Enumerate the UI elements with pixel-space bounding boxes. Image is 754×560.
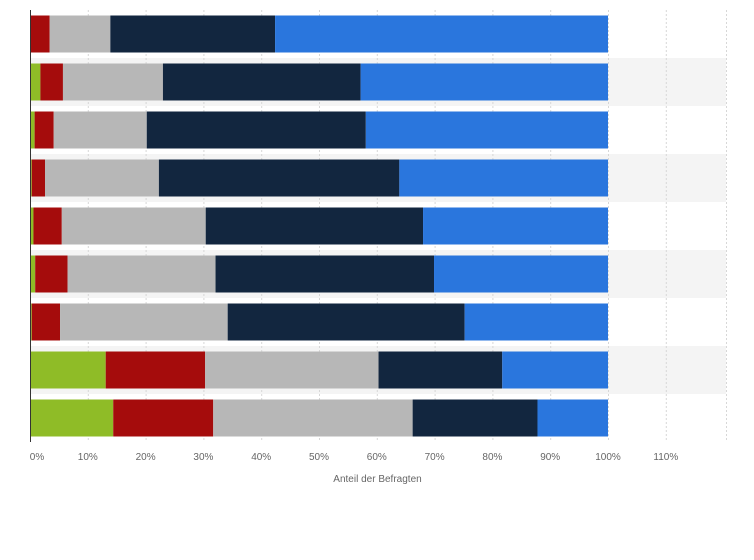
bar-segment-segment-1 — [30, 111, 35, 149]
x-tick-label: 30% — [193, 452, 213, 463]
bar-segment-segment-4 — [215, 255, 435, 293]
bar-segment-segment-3 — [213, 399, 413, 437]
bar-segment-segment-4 — [378, 351, 503, 389]
x-tick-label: 70% — [425, 452, 445, 463]
bar-segment-segment-4 — [110, 15, 276, 53]
bar-segment-segment-2 — [113, 399, 214, 437]
bar-segment-segment-5 — [434, 255, 608, 293]
bar-segment-segment-4 — [205, 207, 424, 245]
bar-segment-segment-5 — [365, 111, 608, 149]
bar-segment-segment-2 — [31, 159, 46, 197]
x-tick-label: 110% — [653, 452, 678, 463]
bar-segment-segment-2 — [34, 111, 54, 149]
x-tick-labels: 0% 10% 20% 30% 40% 50% 60% 70% 80% 90% 100% 110% — [30, 452, 679, 463]
x-tick-label: 80% — [482, 452, 502, 463]
bar-segment-segment-5 — [423, 207, 608, 245]
bar-segment-segment-3 — [60, 303, 228, 341]
bar-segment-segment-5 — [502, 351, 608, 389]
bar-segment-segment-3 — [205, 351, 379, 389]
bar-segment-segment-1 — [30, 63, 41, 101]
bar-segment-segment-3 — [61, 207, 206, 245]
bar-segment-segment-5 — [360, 63, 608, 101]
bar-segment-segment-3 — [62, 63, 163, 101]
x-tick-label: 40% — [251, 452, 271, 463]
bar-segment-segment-5 — [464, 303, 608, 341]
bar-segment-segment-3 — [53, 111, 147, 149]
bar-segment-segment-4 — [146, 111, 366, 149]
bar-segment-segment-4 — [158, 159, 400, 197]
x-tick-label: 100% — [595, 452, 621, 463]
x-tick-label: 10% — [78, 452, 98, 463]
bar-segment-segment-1 — [30, 399, 114, 437]
bar-segment-segment-2 — [33, 207, 62, 245]
bar-segment-segment-3 — [45, 159, 159, 197]
bar-segment-segment-5 — [537, 399, 608, 437]
bar-segment-segment-3 — [49, 15, 111, 53]
bar-segment-segment-1 — [30, 351, 106, 389]
bar-segment-segment-2 — [35, 255, 68, 293]
x-tick-label: 20% — [136, 452, 156, 463]
bar-segment-segment-4 — [412, 399, 538, 437]
bar-segment-segment-1 — [30, 207, 34, 245]
bar-segment-segment-2 — [31, 303, 61, 341]
x-tick-label: 60% — [367, 452, 387, 463]
bar-segment-segment-4 — [227, 303, 465, 341]
bar-segment-segment-2 — [40, 63, 63, 101]
x-tick-label: 90% — [540, 452, 560, 463]
x-axis-title: Anteil der Befragten — [333, 474, 421, 485]
bars — [30, 15, 608, 437]
bar-segment-segment-2 — [30, 15, 50, 53]
bar-segment-segment-1 — [30, 255, 36, 293]
bar-segment-segment-3 — [67, 255, 216, 293]
bar-segment-segment-2 — [105, 351, 206, 389]
bar-segment-segment-4 — [162, 63, 361, 101]
x-tick-label: 0% — [30, 452, 45, 463]
x-tick-label: 50% — [309, 452, 329, 463]
bar-segment-segment-5 — [399, 159, 608, 197]
bar-segment-segment-5 — [275, 15, 608, 53]
